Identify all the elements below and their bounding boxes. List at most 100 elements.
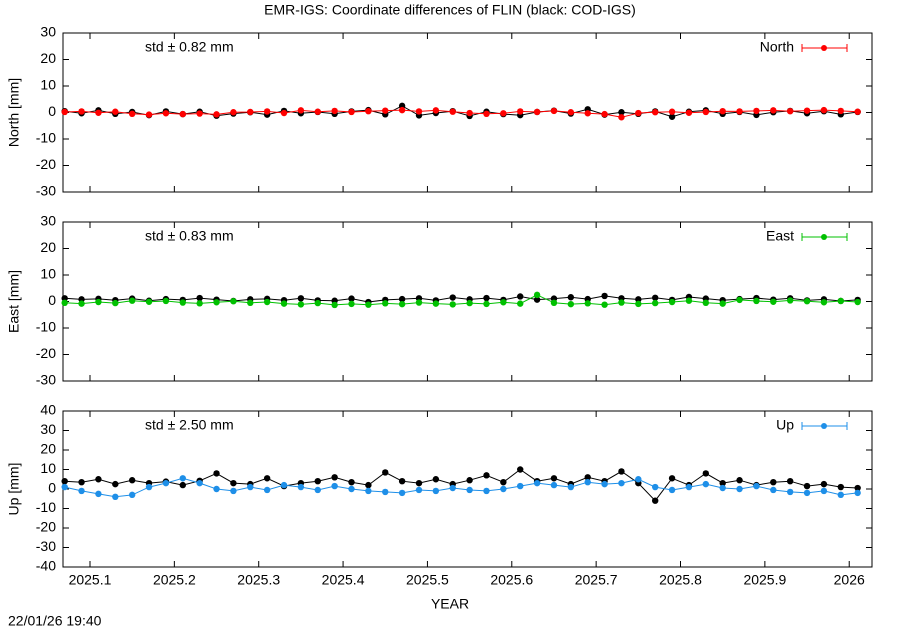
data-point: [432, 107, 440, 114]
data-point: [449, 484, 456, 492]
data-point: [213, 111, 220, 118]
data-point: [651, 299, 659, 307]
data-point: [803, 489, 811, 497]
data-point: [500, 478, 507, 486]
data-point: [95, 476, 102, 483]
data-point: [230, 479, 237, 487]
data-point: [247, 483, 254, 491]
data-point: [533, 296, 541, 303]
x-tick-label: 2025.1: [69, 572, 112, 588]
data-point: [517, 466, 524, 473]
y-tick-label: 40: [40, 402, 56, 418]
data-point: [803, 298, 811, 305]
x-tick-label: 2025.8: [659, 572, 702, 588]
chart-title: EMR-IGS: Coordinate differences of FLIN …: [264, 2, 636, 18]
data-point: [112, 480, 119, 488]
y-axis-label: Up [mm]: [6, 463, 22, 516]
legend-label: East: [766, 228, 794, 244]
data-point: [618, 299, 625, 306]
x-tick-label: 2025.4: [322, 572, 365, 588]
data-point: [280, 481, 288, 489]
data-point: [162, 479, 170, 487]
data-point: [213, 485, 220, 493]
data-point: [415, 479, 423, 487]
x-axis-label: YEAR: [431, 596, 469, 612]
y-tick-label: 10: [40, 460, 56, 476]
std-annotation: std ± 0.83 mm: [145, 228, 234, 244]
data-point: [348, 295, 355, 302]
y-tick-label: -20: [36, 156, 56, 172]
data-point: [854, 484, 861, 492]
data-point: [618, 468, 625, 475]
data-point: [145, 483, 153, 491]
data-point: [415, 486, 423, 494]
data-point: [635, 300, 642, 308]
data-point: [61, 299, 68, 307]
data-point: [786, 478, 794, 485]
data-point: [517, 482, 524, 490]
x-tick-label: 2025.9: [743, 572, 786, 588]
y-tick-label: 20: [40, 441, 56, 457]
data-point: [770, 298, 777, 305]
data-point: [584, 110, 591, 117]
data-point: [550, 107, 558, 115]
data-point: [483, 110, 490, 118]
data-point: [432, 476, 440, 483]
data-point: [567, 294, 575, 301]
data-point: [263, 298, 271, 306]
data-point: [668, 108, 676, 115]
y-tick-label: -10: [36, 319, 56, 335]
data-point: [331, 301, 338, 309]
data-point: [398, 478, 406, 485]
data-point: [753, 107, 760, 115]
y-axis-label: North [mm]: [6, 78, 22, 147]
data-point: [398, 489, 406, 497]
data-point: [618, 479, 625, 487]
data-point: [112, 493, 119, 500]
data-point: [820, 299, 828, 306]
data-point: [618, 114, 625, 121]
data-point: [263, 475, 271, 482]
data-point: [449, 301, 456, 308]
data-point: [651, 483, 659, 491]
data-point: [483, 487, 490, 495]
std-annotation: std ± 2.50 mm: [145, 417, 234, 433]
data-point: [112, 108, 119, 115]
data-point: [466, 486, 473, 494]
data-point: [550, 481, 558, 489]
y-tick-label: -30: [36, 183, 56, 199]
data-point: [449, 294, 456, 301]
data-point: [567, 300, 575, 308]
data-point: [651, 497, 659, 504]
data-point: [786, 297, 794, 304]
data-point: [179, 481, 186, 489]
data-point: [128, 477, 136, 484]
data-point: [668, 475, 676, 482]
data-point: [432, 300, 440, 307]
data-point: [449, 108, 456, 115]
data-point: [601, 301, 608, 308]
data-point: [567, 483, 575, 491]
data-point: [685, 109, 693, 116]
y-tick-label: 0: [48, 292, 56, 308]
data-point: [297, 483, 305, 491]
data-point: [230, 109, 237, 116]
data-point: [483, 472, 490, 479]
x-tick-label: 2025.5: [406, 572, 449, 588]
data-point: [128, 297, 136, 304]
data-point: [314, 299, 321, 307]
data-point: [618, 109, 625, 116]
data-point: [365, 107, 372, 115]
data-point: [736, 485, 743, 493]
data-point: [668, 113, 676, 120]
data-point: [786, 488, 794, 496]
y-tick-label: -30: [36, 538, 56, 554]
x-tick-label: 2026: [834, 572, 865, 588]
data-point: [820, 487, 828, 495]
data-point: [78, 487, 85, 495]
data-point: [297, 301, 305, 308]
y-tick-label: -20: [36, 345, 56, 361]
data-point: [213, 299, 220, 306]
data-point: [78, 300, 85, 307]
